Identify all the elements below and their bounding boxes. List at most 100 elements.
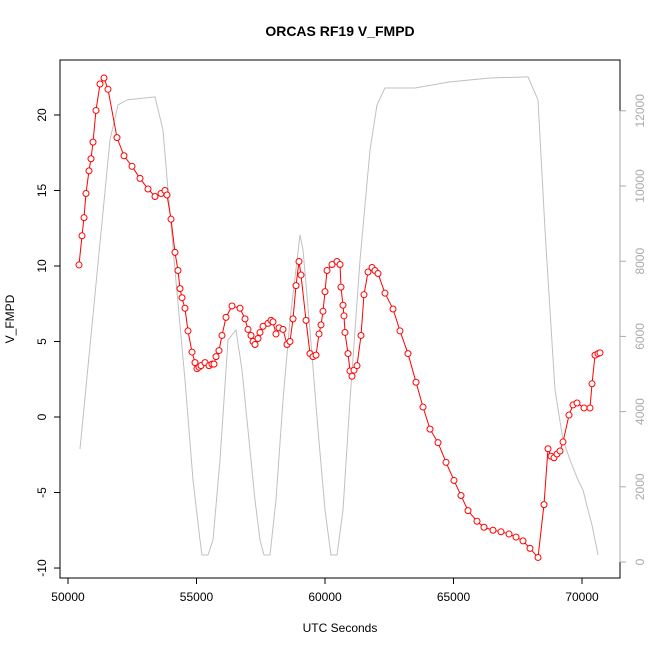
data-point	[586, 404, 594, 412]
x-tick-label: 60000	[308, 590, 342, 604]
y-tick-label: 10	[35, 259, 49, 273]
data-point	[144, 185, 152, 193]
y-tick-label: -10	[35, 559, 49, 577]
data-point	[450, 476, 458, 484]
data-point	[241, 315, 249, 323]
data-point	[247, 331, 255, 339]
data-point	[337, 283, 345, 291]
x-tick-label: 70000	[565, 590, 599, 604]
data-point	[256, 328, 264, 336]
data-point	[596, 349, 604, 357]
data-point	[289, 315, 297, 323]
data-point	[336, 260, 344, 268]
data-point	[580, 404, 588, 412]
y2-tick-label: 0	[633, 558, 647, 565]
data-point	[328, 260, 336, 268]
data-point	[357, 331, 365, 339]
data-point	[292, 282, 300, 290]
data-point	[286, 338, 294, 346]
data-point	[419, 403, 427, 411]
data-point	[573, 399, 581, 407]
data-point	[236, 304, 244, 312]
data-point	[565, 411, 573, 419]
y2-tick-label: 4000	[633, 398, 647, 425]
data-point	[151, 193, 159, 201]
data-point	[100, 74, 108, 82]
data-point	[85, 167, 93, 175]
data-point	[381, 289, 389, 297]
data-point	[136, 174, 144, 182]
data-point	[163, 191, 171, 199]
data-point	[167, 215, 175, 223]
y2-tick-label: 8000	[633, 248, 647, 275]
data-point	[319, 307, 327, 315]
data-point	[251, 341, 259, 349]
data-point	[272, 330, 280, 338]
y-tick-label: 5	[35, 338, 49, 345]
y2-tick-label: 6000	[633, 323, 647, 350]
data-point	[341, 328, 349, 336]
data-point	[212, 353, 220, 361]
data-point	[75, 261, 83, 269]
data-point	[80, 214, 88, 222]
data-point	[315, 330, 323, 338]
data-point	[374, 270, 382, 278]
chart-title: ORCAS RF19 V_FMPD	[265, 23, 414, 39]
data-point	[559, 438, 567, 446]
data-point	[505, 530, 513, 538]
data-point	[540, 501, 548, 509]
data-point	[113, 134, 121, 142]
data-point	[178, 294, 186, 302]
data-point	[544, 445, 552, 453]
data-point	[181, 304, 189, 312]
data-point	[317, 321, 325, 329]
y2-tick-label: 10000	[633, 169, 647, 203]
data-point	[120, 152, 128, 160]
data-point	[210, 360, 218, 368]
data-point	[228, 302, 236, 310]
data-point	[312, 351, 320, 359]
data-point	[92, 106, 100, 114]
data-point	[323, 267, 331, 275]
data-point	[497, 528, 505, 536]
data-point	[321, 288, 329, 296]
data-point	[339, 301, 347, 309]
y-tick-label: -5	[35, 487, 49, 498]
data-point	[295, 257, 303, 265]
x-axis-label: UTC Seconds	[303, 621, 378, 635]
data-point	[556, 447, 564, 455]
data-point	[174, 267, 182, 275]
y2-tick-label: 12000	[633, 94, 647, 128]
data-point	[222, 313, 230, 321]
data-point	[353, 362, 361, 370]
data-point	[191, 359, 199, 367]
data-point	[588, 380, 596, 388]
data-point	[389, 305, 397, 313]
data-point	[348, 372, 356, 380]
data-point	[171, 248, 179, 256]
data-point	[244, 325, 252, 333]
data-point	[512, 533, 520, 541]
data-point	[128, 162, 136, 170]
data-point	[412, 378, 420, 386]
data-point	[457, 492, 465, 500]
data-point	[188, 348, 196, 356]
x-tick-label: 65000	[437, 590, 471, 604]
data-point	[259, 322, 267, 330]
data-point	[176, 285, 184, 293]
y-tick-label: 0	[35, 413, 49, 420]
data-point	[396, 327, 404, 335]
y-tick-label: 15	[35, 183, 49, 197]
data-point	[297, 271, 305, 279]
data-point	[489, 526, 497, 534]
x-tick-label: 50000	[51, 590, 85, 604]
data-point	[360, 291, 368, 299]
data-point	[215, 347, 223, 355]
data-point	[78, 232, 86, 240]
data-point	[89, 138, 97, 146]
data-point	[87, 155, 95, 163]
data-point	[344, 350, 352, 358]
data-point	[184, 327, 192, 335]
